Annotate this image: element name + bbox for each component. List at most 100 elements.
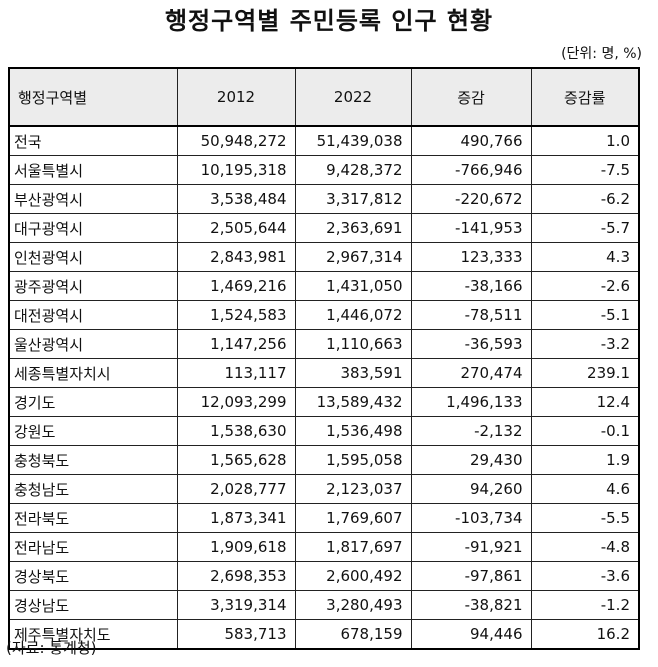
cell-region: 대전광역시	[8, 300, 178, 330]
cell-2012: 1,147,256	[176, 329, 296, 359]
cell-region: 울산광역시	[8, 329, 178, 359]
table-row: 제주특별자치도 583,713 678,159 94,446 16.2	[8, 619, 640, 650]
cell-change-rate: 4.6	[530, 474, 640, 504]
table-row: 경상남도 3,319,314 3,280,493 -38,821 -1.2	[8, 590, 640, 620]
cell-2022: 1,769,607	[294, 503, 412, 533]
cell-change-rate: -5.7	[530, 213, 640, 243]
cell-2012: 1,524,583	[176, 300, 296, 330]
cell-change-rate: 1.0	[530, 125, 640, 156]
table-row: 서울특별시 10,195,318 9,428,372 -766,946 -7.5	[8, 155, 640, 185]
cell-2022: 1,817,697	[294, 532, 412, 562]
cell-region: 제주특별자치도	[8, 619, 178, 650]
cell-2022: 2,123,037	[294, 474, 412, 504]
table-row: 인천광역시 2,843,981 2,967,314 123,333 4.3	[8, 242, 640, 272]
table-row: 세종특별자치시 113,117 383,591 270,474 239.1	[8, 358, 640, 388]
cell-change-rate: -5.5	[530, 503, 640, 533]
cell-region: 전국	[8, 125, 178, 156]
table-row: 충청남도 2,028,777 2,123,037 94,260 4.6	[8, 474, 640, 504]
cell-change-rate: -2.6	[530, 271, 640, 301]
cell-change: -97,861	[410, 561, 532, 591]
cell-change-rate: 16.2	[530, 619, 640, 650]
population-table: 행정구역별 2012 2022 증감 증감률 전국 50,948,272 51,43…	[8, 67, 640, 650]
cell-region: 충청북도	[8, 445, 178, 475]
cell-2012: 10,195,318	[176, 155, 296, 185]
cell-2022: 1,595,058	[294, 445, 412, 475]
cell-change: -2,132	[410, 416, 532, 446]
cell-change-rate: 1.9	[530, 445, 640, 475]
cell-2022: 1,110,663	[294, 329, 412, 359]
cell-2022: 1,431,050	[294, 271, 412, 301]
cell-change: -38,166	[410, 271, 532, 301]
cell-change-rate: -3.6	[530, 561, 640, 591]
cell-2022: 2,600,492	[294, 561, 412, 591]
cell-change: -36,593	[410, 329, 532, 359]
cell-2022: 2,363,691	[294, 213, 412, 243]
cell-change-rate: -6.2	[530, 184, 640, 214]
table-header-row: 행정구역별 2012 2022 증감 증감률	[8, 67, 640, 127]
cell-2022: 2,967,314	[294, 242, 412, 272]
cell-region: 전라북도	[8, 503, 178, 533]
cell-region: 경상북도	[8, 561, 178, 591]
cell-change: 94,260	[410, 474, 532, 504]
cell-2022: 13,589,432	[294, 387, 412, 417]
source-note: (자료: 통계청)	[6, 639, 97, 657]
cell-region: 광주광역시	[8, 271, 178, 301]
cell-region: 충청남도	[8, 474, 178, 504]
unit-note: (단위: 명, %)	[561, 46, 642, 62]
cell-2012: 2,843,981	[176, 242, 296, 272]
cell-2022: 383,591	[294, 358, 412, 388]
column-header-change-rate: 증감률	[530, 67, 640, 127]
cell-change: -103,734	[410, 503, 532, 533]
cell-2022: 9,428,372	[294, 155, 412, 185]
cell-region: 전라남도	[8, 532, 178, 562]
table-row: 부산광역시 3,538,484 3,317,812 -220,672 -6.2	[8, 184, 640, 214]
cell-2012: 2,505,644	[176, 213, 296, 243]
cell-change: 1,496,133	[410, 387, 532, 417]
cell-change: -220,672	[410, 184, 532, 214]
cell-change-rate: -3.2	[530, 329, 640, 359]
cell-change: 94,446	[410, 619, 532, 650]
cell-change: -78,511	[410, 300, 532, 330]
cell-2012: 1,909,618	[176, 532, 296, 562]
cell-change: 270,474	[410, 358, 532, 388]
cell-region: 경기도	[8, 387, 178, 417]
cell-2012: 1,873,341	[176, 503, 296, 533]
table-row: 전국 50,948,272 51,439,038 490,766 1.0	[8, 125, 640, 156]
cell-change: 490,766	[410, 125, 532, 156]
table-row: 대구광역시 2,505,644 2,363,691 -141,953 -5.7	[8, 213, 640, 243]
cell-change: -766,946	[410, 155, 532, 185]
cell-change: -38,821	[410, 590, 532, 620]
cell-2022: 3,317,812	[294, 184, 412, 214]
cell-2012: 3,538,484	[176, 184, 296, 214]
cell-region: 부산광역시	[8, 184, 178, 214]
cell-region: 세종특별자치시	[8, 358, 178, 388]
cell-2012: 1,565,628	[176, 445, 296, 475]
cell-change-rate: 239.1	[530, 358, 640, 388]
cell-2022: 1,536,498	[294, 416, 412, 446]
cell-change-rate: -7.5	[530, 155, 640, 185]
column-header-2022: 2022	[294, 67, 412, 127]
page-title: 행정구역별 주민등록 인구 현황	[164, 7, 494, 35]
cell-2012: 12,093,299	[176, 387, 296, 417]
cell-region: 경상남도	[8, 590, 178, 620]
cell-change-rate: -0.1	[530, 416, 640, 446]
table-row: 대전광역시 1,524,583 1,446,072 -78,511 -5.1	[8, 300, 640, 330]
table-row: 강원도 1,538,630 1,536,498 -2,132 -0.1	[8, 416, 640, 446]
table-body: 전국 50,948,272 51,439,038 490,766 1.0 서울특별시 10,…	[8, 125, 640, 650]
table-row: 경상북도 2,698,353 2,600,492 -97,861 -3.6	[8, 561, 640, 591]
cell-2022: 3,280,493	[294, 590, 412, 620]
cell-change-rate: 4.3	[530, 242, 640, 272]
cell-2012: 2,698,353	[176, 561, 296, 591]
cell-2012: 1,538,630	[176, 416, 296, 446]
column-header-2012: 2012	[176, 67, 296, 127]
cell-change: 29,430	[410, 445, 532, 475]
cell-2022: 678,159	[294, 619, 412, 650]
table-row: 충청북도 1,565,628 1,595,058 29,430 1.9	[8, 445, 640, 475]
table-row: 전라남도 1,909,618 1,817,697 -91,921 -4.8	[8, 532, 640, 562]
cell-change-rate: 12.4	[530, 387, 640, 417]
cell-change: -91,921	[410, 532, 532, 562]
cell-region: 대구광역시	[8, 213, 178, 243]
table-row: 울산광역시 1,147,256 1,110,663 -36,593 -3.2	[8, 329, 640, 359]
cell-2012: 2,028,777	[176, 474, 296, 504]
table-row: 경기도 12,093,299 13,589,432 1,496,133 12.4	[8, 387, 640, 417]
